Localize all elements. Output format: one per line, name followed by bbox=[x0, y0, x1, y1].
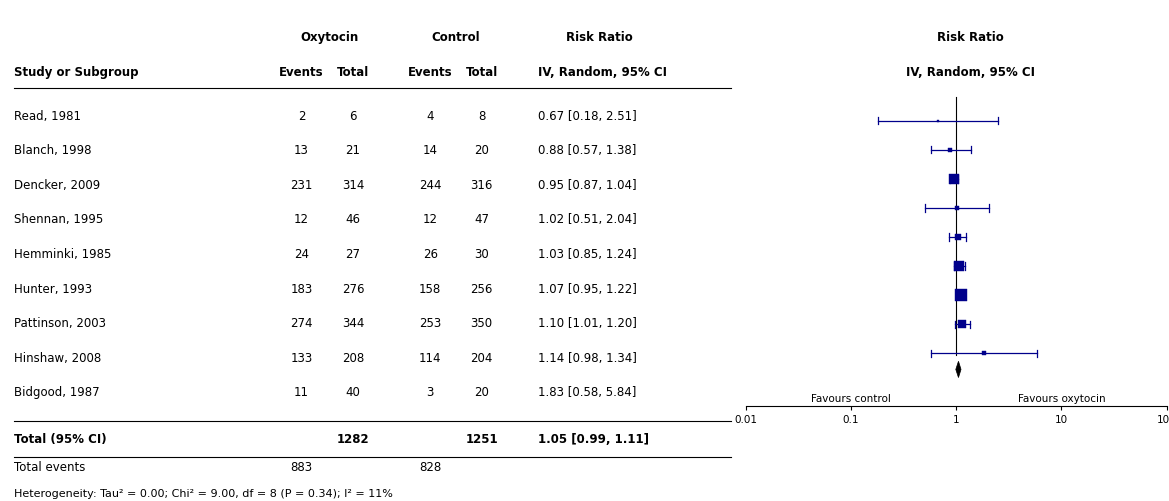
Text: Total events: Total events bbox=[14, 461, 85, 474]
Text: 244: 244 bbox=[419, 179, 442, 192]
Text: Favours control: Favours control bbox=[811, 393, 891, 403]
Text: 183: 183 bbox=[290, 283, 313, 296]
Text: 12: 12 bbox=[423, 213, 437, 226]
Text: 0.95 [0.87, 1.04]: 0.95 [0.87, 1.04] bbox=[538, 179, 636, 192]
Text: 1.83 [0.58, 5.84]: 1.83 [0.58, 5.84] bbox=[538, 386, 636, 399]
Text: Control: Control bbox=[431, 31, 480, 44]
Text: 24: 24 bbox=[295, 248, 309, 261]
Text: 3: 3 bbox=[427, 386, 434, 399]
Text: 14: 14 bbox=[423, 144, 437, 157]
Text: 0.67 [0.18, 2.51]: 0.67 [0.18, 2.51] bbox=[538, 110, 636, 123]
Text: Risk Ratio: Risk Ratio bbox=[566, 31, 634, 44]
Text: 0.88 [0.57, 1.38]: 0.88 [0.57, 1.38] bbox=[538, 144, 636, 157]
Text: 30: 30 bbox=[475, 248, 489, 261]
Text: 1.05 [0.99, 1.11]: 1.05 [0.99, 1.11] bbox=[538, 433, 649, 446]
Text: 828: 828 bbox=[419, 461, 442, 474]
Text: Pattinson, 2003: Pattinson, 2003 bbox=[14, 317, 106, 330]
Text: 21: 21 bbox=[346, 144, 360, 157]
Text: 316: 316 bbox=[470, 179, 493, 192]
Text: 4: 4 bbox=[427, 110, 434, 123]
Text: 46: 46 bbox=[346, 213, 360, 226]
Text: Shennan, 1995: Shennan, 1995 bbox=[14, 213, 103, 226]
Text: 114: 114 bbox=[419, 352, 442, 365]
Text: 350: 350 bbox=[471, 317, 492, 330]
Text: IV, Random, 95% CI: IV, Random, 95% CI bbox=[906, 66, 1035, 79]
Text: Total (95% CI): Total (95% CI) bbox=[14, 433, 106, 446]
Text: 26: 26 bbox=[423, 248, 437, 261]
Text: 12: 12 bbox=[295, 213, 309, 226]
Text: 20: 20 bbox=[475, 144, 489, 157]
Text: 1.03 [0.85, 1.24]: 1.03 [0.85, 1.24] bbox=[538, 248, 636, 261]
Text: 13: 13 bbox=[295, 144, 309, 157]
Text: 231: 231 bbox=[290, 179, 313, 192]
Text: Bidgood, 1987: Bidgood, 1987 bbox=[14, 386, 99, 399]
Text: Oxytocin: Oxytocin bbox=[300, 31, 359, 44]
Text: Hinshaw, 2008: Hinshaw, 2008 bbox=[14, 352, 102, 365]
Text: 1.14 [0.98, 1.34]: 1.14 [0.98, 1.34] bbox=[538, 352, 637, 365]
Text: Blanch, 1998: Blanch, 1998 bbox=[14, 144, 91, 157]
Text: 276: 276 bbox=[341, 283, 365, 296]
Text: 1.07 [0.95, 1.22]: 1.07 [0.95, 1.22] bbox=[538, 283, 637, 296]
Text: 11: 11 bbox=[295, 386, 309, 399]
Text: 883: 883 bbox=[291, 461, 312, 474]
Text: IV, Random, 95% CI: IV, Random, 95% CI bbox=[538, 66, 666, 79]
Text: Hunter, 1993: Hunter, 1993 bbox=[14, 283, 92, 296]
Text: 20: 20 bbox=[475, 386, 489, 399]
Text: Total: Total bbox=[465, 66, 498, 79]
Text: Hemminki, 1985: Hemminki, 1985 bbox=[14, 248, 111, 261]
Text: Heterogeneity: Tau² = 0.00; Chi² = 9.00, df = 8 (P = 0.34); I² = 11%: Heterogeneity: Tau² = 0.00; Chi² = 9.00,… bbox=[14, 489, 393, 499]
Text: 344: 344 bbox=[341, 317, 365, 330]
Text: 8: 8 bbox=[478, 110, 485, 123]
Text: 40: 40 bbox=[346, 386, 360, 399]
Text: Total: Total bbox=[337, 66, 369, 79]
Text: 1.02 [0.51, 2.04]: 1.02 [0.51, 2.04] bbox=[538, 213, 636, 226]
Text: 253: 253 bbox=[419, 317, 442, 330]
Text: 27: 27 bbox=[346, 248, 360, 261]
Text: 204: 204 bbox=[470, 352, 493, 365]
Text: Events: Events bbox=[408, 66, 452, 79]
Text: Favours oxytocin: Favours oxytocin bbox=[1018, 393, 1105, 403]
Text: 274: 274 bbox=[290, 317, 313, 330]
Text: 2: 2 bbox=[298, 110, 305, 123]
Text: 1251: 1251 bbox=[465, 433, 498, 446]
Text: Study or Subgroup: Study or Subgroup bbox=[14, 66, 139, 79]
Text: Events: Events bbox=[279, 66, 324, 79]
Text: 47: 47 bbox=[475, 213, 489, 226]
Text: 158: 158 bbox=[419, 283, 442, 296]
Text: Dencker, 2009: Dencker, 2009 bbox=[14, 179, 101, 192]
Text: Read, 1981: Read, 1981 bbox=[14, 110, 81, 123]
Text: 133: 133 bbox=[290, 352, 313, 365]
Text: 208: 208 bbox=[341, 352, 365, 365]
Text: 314: 314 bbox=[341, 179, 365, 192]
Text: 256: 256 bbox=[470, 283, 493, 296]
Text: 1.10 [1.01, 1.20]: 1.10 [1.01, 1.20] bbox=[538, 317, 637, 330]
Text: 1282: 1282 bbox=[337, 433, 369, 446]
Text: 6: 6 bbox=[350, 110, 357, 123]
Text: Risk Ratio: Risk Ratio bbox=[936, 31, 1004, 44]
Polygon shape bbox=[956, 361, 961, 378]
